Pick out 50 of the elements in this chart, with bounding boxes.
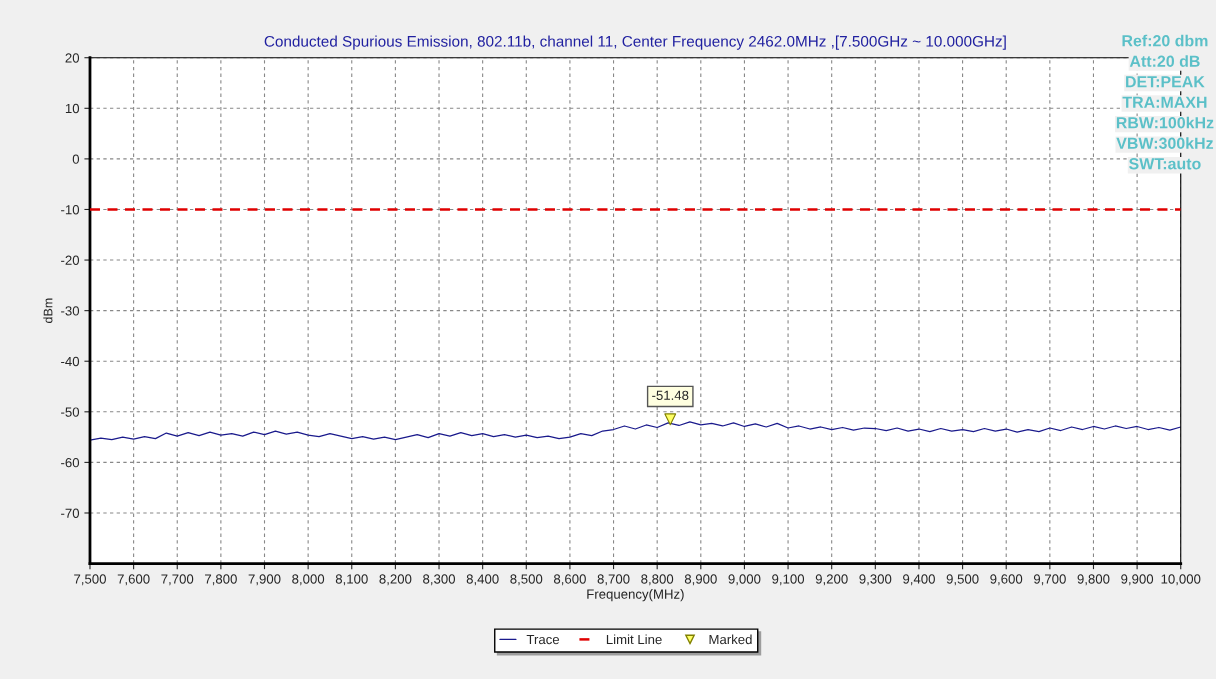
y-tick-label: 0	[72, 154, 80, 164]
x-tick-label: 9,400	[903, 574, 935, 586]
y-tick-label: -60	[61, 457, 80, 468]
y-tick-label: 20	[65, 53, 80, 63]
x-tick-label: 9,700	[1033, 574, 1066, 586]
y-tick-label: -10	[61, 205, 80, 215]
x-tick-label: 8,600	[553, 574, 586, 586]
x-tick-label: 8,200	[379, 574, 412, 586]
y-tick-label: -70	[61, 508, 80, 518]
x-tick-label: 8,500	[510, 574, 543, 586]
annotation: VBW:300kHz	[1116, 137, 1214, 149]
y-tick-label: -40	[61, 356, 80, 367]
annotation: SWT:auto	[1129, 158, 1201, 170]
x-tick-label: 8,700	[597, 574, 630, 586]
data-label: -51.48	[652, 390, 689, 400]
chart-title: Conducted Spurious Emission, 802.11b, channel 11, Center Frequency 2462.0MHz ,[7.500GHz ~ 10.000GHz]	[264, 35, 1006, 50]
annotation: RBW:100kHz	[1116, 116, 1214, 129]
x-tick-label: 9,200	[815, 574, 848, 586]
x-tick-label: 8,100	[335, 574, 368, 586]
annotation: DET:PEAK	[1126, 76, 1205, 88]
x-tick-label: 8,000	[292, 574, 325, 586]
x-tick-label: 10,000	[1161, 574, 1201, 586]
x-tick-label: 9,600	[990, 574, 1023, 586]
y-tick-label: 10	[65, 103, 80, 114]
y-tick-label: -50	[61, 407, 80, 417]
y-tick-label: -20	[61, 255, 80, 265]
text: Ref:20 dbm	[1122, 34, 1208, 47]
x-tick-label: 7,800	[205, 574, 237, 586]
legend-label: Trace	[526, 634, 560, 645]
x-tick-label: 8,300	[423, 574, 456, 586]
legend-label: Marked	[709, 634, 752, 645]
x-tick-label: 9,100	[772, 574, 805, 586]
x-tick-label: 7,600	[117, 574, 150, 586]
x-tick-label: 9,300	[859, 574, 892, 586]
x-tick-label: 7,900	[248, 574, 281, 586]
x-tick-label: 7,700	[161, 574, 194, 586]
annotation: TRA:MAXH	[1122, 96, 1207, 108]
legend-label: Limit Line	[606, 634, 662, 645]
y-tick-label: -30	[61, 306, 80, 316]
y-axis-title: dBm	[43, 298, 53, 323]
x-tick-label: 8,900	[684, 574, 717, 586]
x-tick-label: 9,800	[1077, 574, 1110, 586]
annotation: Att:20 dB	[1129, 55, 1200, 67]
x-tick-label: 8,400	[466, 574, 499, 586]
x-tick-label: 9,500	[946, 574, 979, 586]
x-tick-label: 9,000	[728, 574, 761, 586]
x-axis-title: Frequency(MHz)	[587, 589, 684, 602]
x-tick-label: 7,500	[74, 574, 106, 586]
x-tick-label: 9,900	[1121, 574, 1154, 586]
x-tick-label: 8,800	[641, 574, 674, 586]
